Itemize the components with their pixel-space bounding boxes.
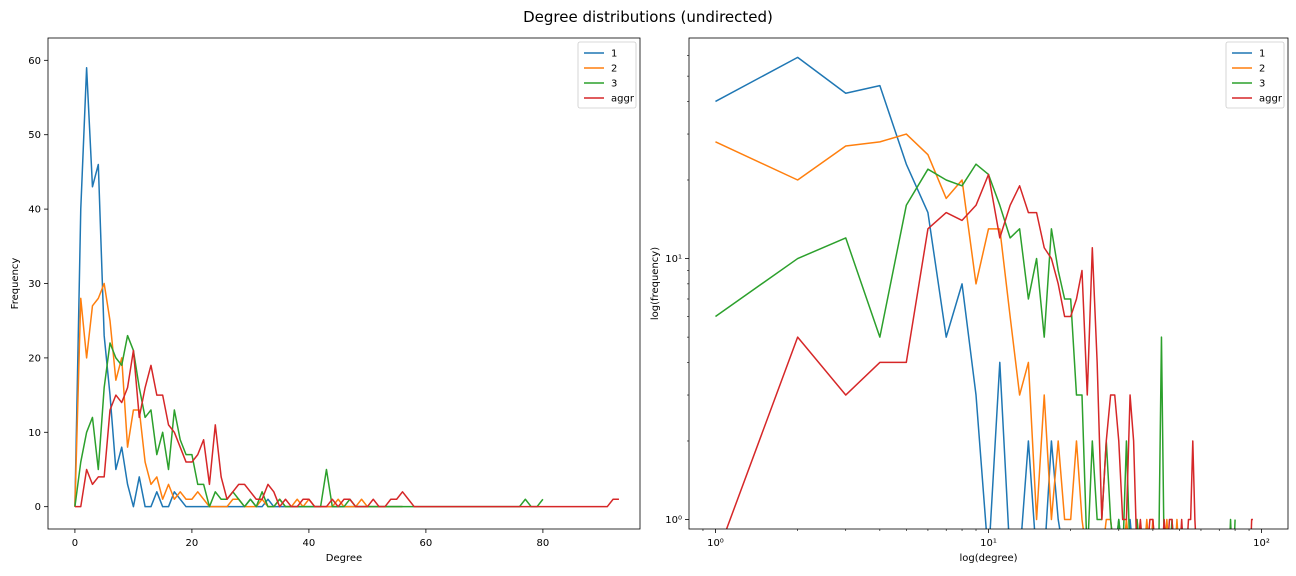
series-line-3 <box>74 334 544 508</box>
y-tick-label: 60 <box>28 56 41 67</box>
y-tick-label: 30 <box>28 279 41 290</box>
legend-label-2: 2 <box>1259 64 1265 75</box>
x-tick-label: 10¹ <box>980 538 997 549</box>
legend-label-2: 2 <box>611 64 617 75</box>
y-tick-label: 20 <box>28 353 41 364</box>
y-axis-label: Frequency <box>10 258 21 310</box>
plot-area <box>74 67 619 508</box>
legend: 1 2 3 aggr <box>577 41 637 109</box>
series-line-2 <box>715 133 1179 529</box>
chart-linear: 0 20 40 60 80 0 10 20 30 40 50 60 Degree Frequency 1 2 3… <box>10 37 641 564</box>
y-axis-label: log(frequency) <box>650 247 661 320</box>
series-line-1 <box>74 67 403 508</box>
legend-label-3: 3 <box>1259 79 1265 90</box>
plot-area <box>715 56 1253 529</box>
legend-label-aggr: aggr <box>1259 94 1283 105</box>
legend-label-1: 1 <box>611 49 617 60</box>
y-tick-label: 40 <box>28 205 41 216</box>
legend: 1 2 3 aggr <box>1225 41 1285 109</box>
legend-frame <box>577 41 637 109</box>
x-tick-label: 10² <box>1253 538 1270 549</box>
y-tick-label: 0 <box>35 502 41 513</box>
x-tick-label: 10⁰ <box>707 538 724 549</box>
x-axis-label: Degree <box>326 553 362 564</box>
y-tick-label: 10¹ <box>665 254 682 265</box>
legend-frame <box>1225 41 1285 109</box>
series-line-3 <box>715 163 1236 529</box>
series-line-aggr <box>725 173 1253 529</box>
series-line-aggr <box>74 349 619 508</box>
axes-frame <box>688 37 1289 530</box>
chart-loglog: 10⁰ 10¹ 10² 10⁰ 10¹ log(degree) log(frequency)… <box>650 37 1289 564</box>
axes-frame <box>47 37 641 530</box>
x-axis-label: log(degree) <box>959 553 1017 564</box>
legend-label-3: 3 <box>611 79 617 90</box>
x-tick-label: 80 <box>537 538 550 549</box>
legend-label-aggr: aggr <box>611 94 635 105</box>
x-tick-label: 20 <box>186 538 199 549</box>
series-line-1 <box>715 56 1132 529</box>
x-tick-label: 0 <box>72 538 78 549</box>
x-tick-label: 40 <box>303 538 316 549</box>
figure-title: Degree distributions (undirected) <box>523 8 773 26</box>
y-tick-label: 10 <box>28 428 41 439</box>
y-tick-label: 50 <box>28 130 41 141</box>
x-tick-label: 60 <box>420 538 433 549</box>
legend-label-1: 1 <box>1259 49 1265 60</box>
y-tick-label: 10⁰ <box>665 515 682 526</box>
